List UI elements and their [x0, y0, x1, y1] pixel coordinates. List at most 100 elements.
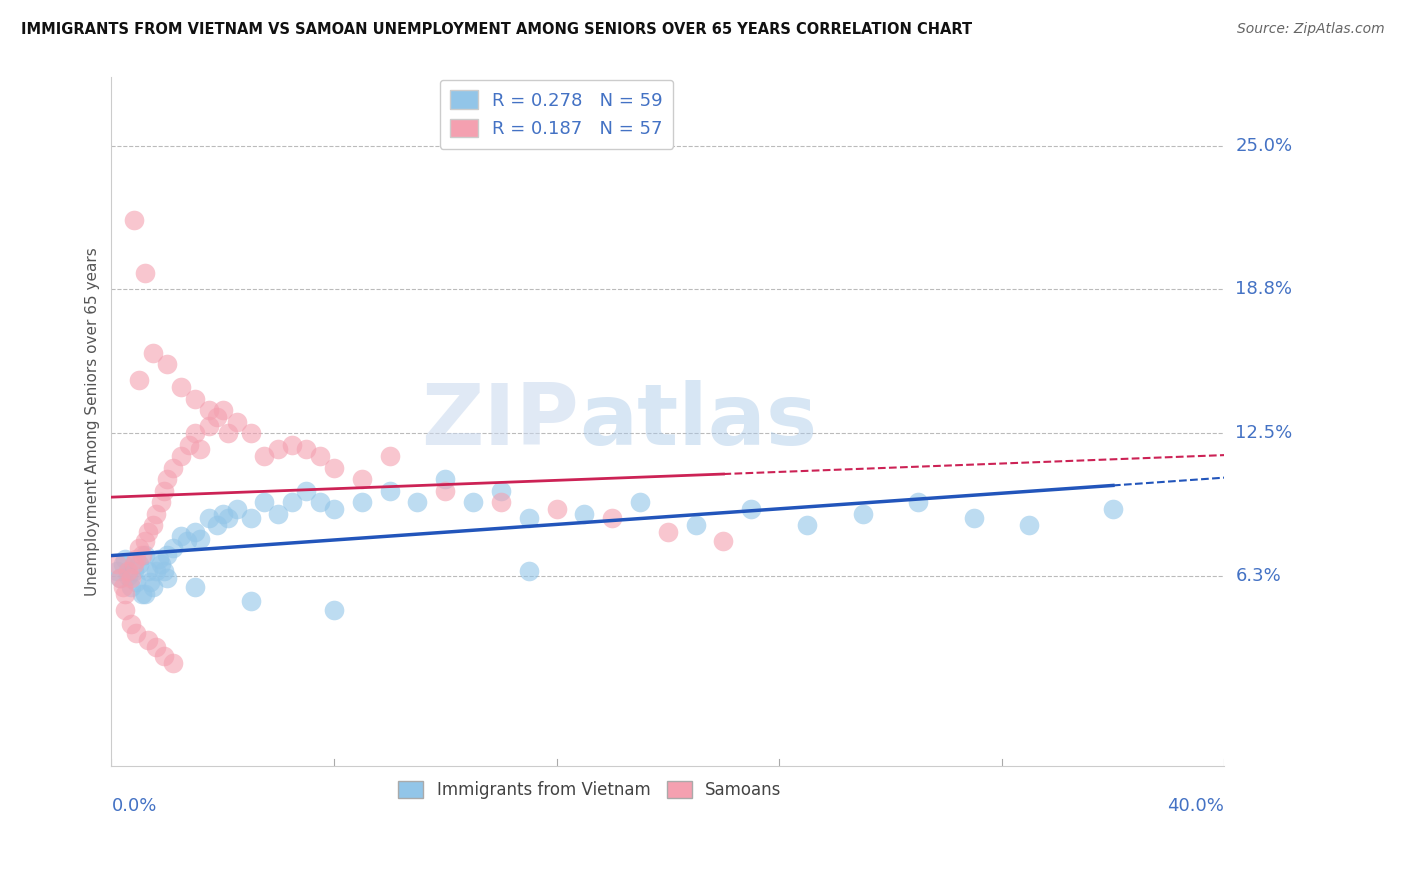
Point	[156, 472, 179, 486]
Point	[434, 472, 457, 486]
Point	[145, 640, 167, 654]
Point	[197, 511, 219, 525]
Point	[153, 564, 176, 578]
Y-axis label: Unemployment Among Seniors over 65 years: Unemployment Among Seniors over 65 years	[86, 247, 100, 596]
Point	[120, 571, 142, 585]
Point	[128, 541, 150, 555]
Point	[217, 426, 239, 441]
Point	[136, 524, 159, 539]
Point	[574, 507, 596, 521]
Point	[907, 495, 929, 509]
Point	[142, 346, 165, 360]
Point	[131, 548, 153, 562]
Text: 0.0%: 0.0%	[111, 797, 157, 814]
Point	[156, 357, 179, 371]
Point	[150, 495, 173, 509]
Point	[323, 603, 346, 617]
Point	[205, 410, 228, 425]
Point	[150, 557, 173, 571]
Point	[713, 534, 735, 549]
Text: Source: ZipAtlas.com: Source: ZipAtlas.com	[1237, 22, 1385, 37]
Text: 25.0%: 25.0%	[1236, 137, 1292, 155]
Point	[350, 472, 373, 486]
Point	[239, 511, 262, 525]
Legend: Immigrants from Vietnam, Samoans: Immigrants from Vietnam, Samoans	[391, 774, 789, 805]
Point	[600, 511, 623, 525]
Point	[105, 564, 128, 578]
Point	[156, 548, 179, 562]
Point	[114, 587, 136, 601]
Text: IMMIGRANTS FROM VIETNAM VS SAMOAN UNEMPLOYMENT AMONG SENIORS OVER 65 YEARS CORRE: IMMIGRANTS FROM VIETNAM VS SAMOAN UNEMPL…	[21, 22, 972, 37]
Point	[281, 495, 304, 509]
Point	[125, 575, 148, 590]
Text: ZIP: ZIP	[420, 380, 579, 463]
Point	[184, 524, 207, 539]
Point	[120, 616, 142, 631]
Point	[1102, 502, 1125, 516]
Point	[125, 626, 148, 640]
Point	[295, 442, 318, 457]
Point	[128, 373, 150, 387]
Point	[153, 648, 176, 663]
Point	[489, 495, 512, 509]
Point	[125, 552, 148, 566]
Text: 18.8%: 18.8%	[1236, 279, 1292, 298]
Point	[205, 518, 228, 533]
Text: 12.5%: 12.5%	[1236, 425, 1292, 442]
Point	[267, 507, 290, 521]
Point	[170, 380, 193, 394]
Point	[134, 587, 156, 601]
Point	[217, 511, 239, 525]
Point	[153, 483, 176, 498]
Point	[142, 518, 165, 533]
Point	[225, 415, 247, 429]
Point	[111, 557, 134, 571]
Point	[108, 571, 131, 585]
Point	[105, 557, 128, 571]
Point	[211, 507, 233, 521]
Point	[145, 507, 167, 521]
Text: 40.0%: 40.0%	[1167, 797, 1225, 814]
Point	[179, 438, 201, 452]
Point	[434, 483, 457, 498]
Point	[323, 460, 346, 475]
Point	[134, 548, 156, 562]
Point	[378, 449, 401, 463]
Point	[378, 483, 401, 498]
Point	[309, 449, 332, 463]
Point	[122, 557, 145, 571]
Point	[546, 502, 568, 516]
Point	[685, 518, 707, 533]
Point	[142, 580, 165, 594]
Point	[461, 495, 484, 509]
Point	[184, 580, 207, 594]
Point	[796, 518, 818, 533]
Point	[211, 403, 233, 417]
Point	[323, 502, 346, 516]
Point	[225, 502, 247, 516]
Point	[139, 575, 162, 590]
Point	[851, 507, 873, 521]
Point	[170, 529, 193, 543]
Point	[740, 502, 762, 516]
Point	[517, 511, 540, 525]
Point	[253, 495, 276, 509]
Point	[184, 392, 207, 406]
Text: atlas: atlas	[579, 380, 817, 463]
Point	[162, 460, 184, 475]
Point	[117, 568, 139, 582]
Point	[131, 587, 153, 601]
Point	[281, 438, 304, 452]
Point	[162, 656, 184, 670]
Point	[108, 571, 131, 585]
Point	[156, 571, 179, 585]
Point	[657, 524, 679, 539]
Point	[197, 419, 219, 434]
Point	[963, 511, 986, 525]
Point	[295, 483, 318, 498]
Point	[517, 564, 540, 578]
Point	[122, 564, 145, 578]
Point	[628, 495, 651, 509]
Point	[267, 442, 290, 457]
Point	[136, 632, 159, 647]
